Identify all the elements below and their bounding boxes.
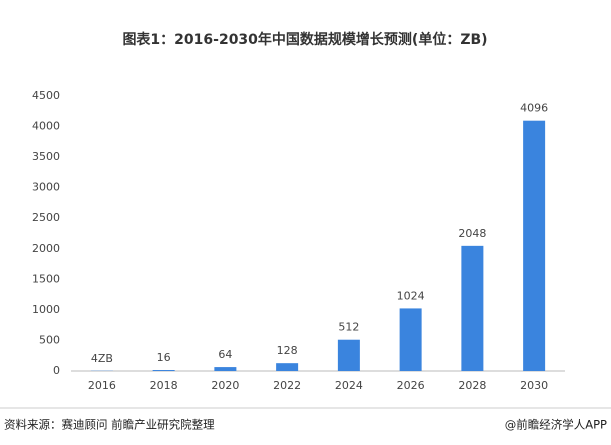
bar — [152, 370, 175, 371]
y-tick-label: 1500 — [32, 272, 60, 285]
value-label: 16 — [157, 351, 171, 364]
y-tick-label: 4000 — [32, 120, 60, 133]
x-tick-label: 2024 — [335, 379, 363, 392]
value-label: 1024 — [397, 289, 425, 302]
bar — [399, 308, 422, 371]
y-tick-label: 2000 — [32, 242, 60, 255]
x-tick-label: 2022 — [273, 379, 301, 392]
bar — [523, 120, 546, 371]
x-tick-label: 2016 — [88, 379, 116, 392]
y-tick-label: 2500 — [32, 211, 60, 224]
x-tick-label: 2026 — [397, 379, 425, 392]
x-tick-label: 2020 — [211, 379, 239, 392]
value-label: 64 — [218, 348, 232, 361]
brand: @前瞻经济学人APP — [505, 418, 607, 432]
y-tick-label: 3500 — [32, 150, 60, 163]
y-tick-label: 3000 — [32, 181, 60, 194]
value-label: 512 — [338, 321, 359, 334]
x-tick-label: 2028 — [458, 379, 486, 392]
x-tick-label: 2030 — [520, 379, 548, 392]
bar — [276, 363, 299, 371]
value-label: 4ZB — [91, 352, 113, 365]
bar — [214, 367, 237, 371]
value-label: 128 — [277, 344, 298, 357]
y-tick-label: 0 — [53, 364, 60, 377]
y-tick-label: 1000 — [32, 303, 60, 316]
source-note: 资料来源：赛迪顾问 前瞻产业研究院整理 — [4, 418, 215, 432]
bar — [461, 245, 484, 371]
bar — [337, 339, 360, 371]
value-label: 2048 — [458, 227, 486, 240]
x-tick-label: 2018 — [150, 379, 178, 392]
y-tick-label: 500 — [39, 333, 60, 346]
y-tick-label: 4500 — [32, 89, 60, 102]
value-label: 4096 — [520, 102, 548, 115]
chart-title: 图表1：2016-2030年中国数据规模增长预测(单位：ZB) — [122, 31, 487, 48]
